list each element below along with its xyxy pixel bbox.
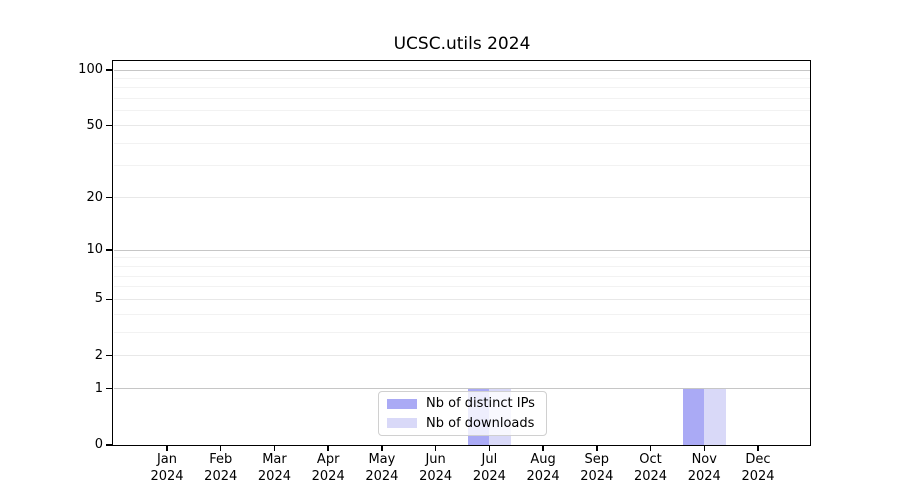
x-tick-mark [488,446,491,451]
gridline-minor [114,257,810,259]
y-axis-tick-label: 50 [86,117,103,133]
y-tick-mark [106,69,112,71]
x-tick-mark [757,446,759,451]
gridline-minor [114,110,810,112]
legend-swatch-distinct-ips [387,398,417,409]
x-tick-year: 2024 [472,469,506,484]
gridline-minor [114,286,810,288]
gridline-minor [114,165,810,167]
gridline-major [114,388,810,390]
legend-label-distinct-ips: Nb of distinct IPs [426,396,535,412]
x-axis-tick-label: Dec 2024 [727,451,789,485]
y-tick-mark [106,249,112,251]
y-axis-tick-label: 1 [94,380,103,396]
y-tick-mark [106,298,112,301]
gridline-mid [114,355,810,357]
x-axis-tick-label: May 2024 [351,451,413,485]
x-axis-tick-label: Mar 2024 [243,451,305,485]
y-tick-mark [106,444,112,446]
y-tick-mark [106,354,112,357]
y-tick-mark [106,196,112,199]
y-axis-tick-label: 5 [94,291,103,307]
legend-label-downloads: Nb of downloads [426,415,535,431]
x-tick-month: Dec [745,452,771,467]
y-axis-tick-label: 100 [78,62,103,77]
x-tick-mark [327,446,329,451]
gridline-minor [114,331,810,333]
x-tick-month: Jan [156,452,178,467]
x-tick-year: 2024 [687,469,721,484]
legend: Nb of distinct IPs Nb of downloads [378,391,547,436]
y-axis-tick-label: 10 [86,242,103,258]
x-tick-month: Oct [639,452,662,467]
x-tick-mark [434,446,437,451]
x-tick-mark [542,446,544,451]
bar-downloads [704,388,726,445]
y-axis-tick-label: 0 [94,437,103,452]
x-axis-tick-label: Aug 2024 [512,451,574,485]
x-tick-month: Feb [209,452,233,467]
x-tick-year: 2024 [526,469,560,484]
gridline-mid [114,197,810,199]
x-tick-month: Nov [691,452,717,467]
y-tick-mark [106,124,112,127]
x-tick-mark [381,446,383,451]
x-axis-tick-label: Jul 2024 [458,451,520,485]
gridline-minor [114,142,810,144]
gridline-minor [114,87,810,89]
x-tick-year: 2024 [257,469,291,484]
x-axis-tick-label: Apr 2024 [297,451,359,485]
x-tick-year: 2024 [419,469,453,484]
y-axis-tick-label: 2 [94,347,103,363]
x-tick-year: 2024 [633,469,668,484]
x-tick-mark [166,446,168,451]
x-tick-year: 2024 [150,469,184,484]
x-tick-mark [596,446,598,451]
y-tick-mark [106,387,112,390]
x-tick-year: 2024 [365,469,399,484]
gridline-major [114,69,810,71]
y-axis-tick-label: 20 [86,189,103,205]
x-tick-month: Sep [584,452,610,467]
gridline-mid [114,298,810,300]
x-tick-year: 2024 [580,469,614,484]
x-axis-tick-label: Jan 2024 [136,451,198,485]
x-tick-month: May [368,452,396,467]
x-tick-year: 2024 [311,469,345,484]
x-tick-mark [219,446,222,451]
x-axis-tick-label: Oct 2024 [620,451,682,485]
x-tick-mark [649,446,652,451]
x-tick-month: Aug [530,452,556,467]
legend-entry-downloads: Nb of downloads [387,414,538,434]
gridline-major [114,249,810,251]
gridline-minor [114,265,810,267]
x-tick-mark [273,446,276,451]
x-tick-year: 2024 [741,469,775,484]
gridline-minor [114,98,810,100]
x-tick-month: Mar [262,452,287,467]
legend-swatch-downloads [387,418,417,429]
x-axis-tick-label: Feb 2024 [190,451,252,485]
chart-title: UCSC.utils 2024 [393,34,531,54]
x-tick-mark [703,446,706,451]
gridline-minor [114,275,810,277]
x-tick-month: Jun [425,452,446,467]
x-tick-year: 2024 [204,469,238,484]
bar-distinct-ips [682,388,705,445]
x-tick-month: Jul [481,452,498,467]
x-axis-tick-label: Jun 2024 [405,451,467,485]
x-axis-tick-label: Sep 2024 [566,451,628,485]
gridline-minor [114,313,810,315]
x-tick-month: Apr [316,452,340,467]
gridline-mid [114,125,810,127]
legend-entry-distinct-ips: Nb of distinct IPs [387,394,538,414]
x-axis-tick-label: Nov 2024 [673,451,735,485]
gridline-minor [114,77,810,79]
